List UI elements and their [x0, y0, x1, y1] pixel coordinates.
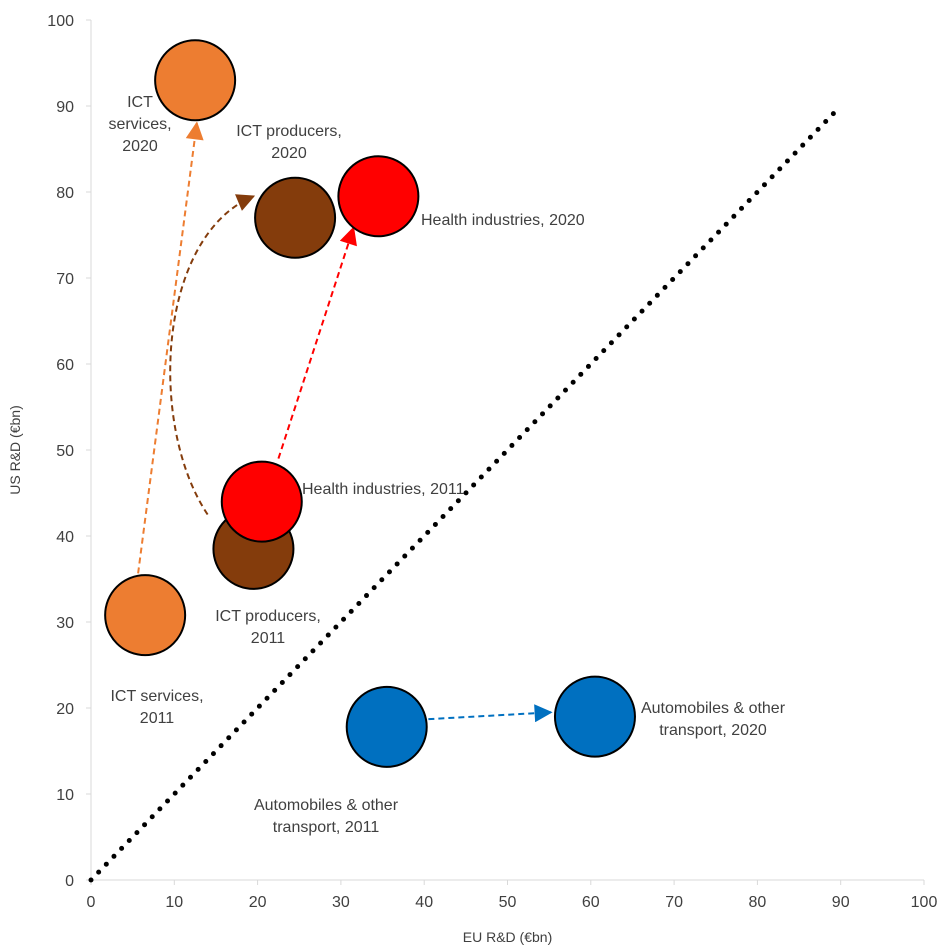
- data-point-label-line: 2011: [251, 630, 286, 647]
- data-point-label-line: transport, 2020: [659, 722, 767, 739]
- data-point-label: ICT services, 2011: [110, 688, 203, 727]
- x-tick-label: 50: [499, 894, 517, 911]
- data-point-label-line: transport, 2011: [273, 819, 380, 836]
- data-point-label: Automobiles & other transport, 2011: [254, 797, 399, 836]
- data-point-label: ICT producers, 2020: [236, 123, 342, 162]
- y-tick-label: 70: [56, 271, 74, 288]
- data-point-label-line: Automobiles & other: [641, 700, 786, 717]
- y-tick-label: 90: [56, 99, 74, 116]
- x-tick-label: 0: [87, 894, 96, 911]
- y-tick-label: 30: [56, 615, 74, 632]
- data-point-label-line: ICT: [127, 94, 153, 111]
- data-point: [345, 685, 428, 768]
- transition-arrow: [169, 194, 256, 516]
- data-point: [254, 176, 337, 259]
- data-point: [220, 460, 303, 543]
- x-tick-label: 90: [832, 894, 850, 911]
- x-tick-label: 80: [749, 894, 767, 911]
- x-tick-label: 40: [415, 894, 433, 911]
- y-tick-label: 40: [56, 529, 74, 546]
- data-point-label-line: ICT producers,: [236, 123, 342, 140]
- data-point-label-line: Health industries, 2020: [421, 212, 585, 229]
- x-tick-label: 70: [665, 894, 683, 911]
- x-axis-title: EU R&D (€bn): [463, 929, 552, 945]
- data-point: [104, 574, 187, 657]
- data-point-label-line: services,: [108, 116, 171, 133]
- y-tick-label: 20: [56, 701, 74, 718]
- data-point-label-line: ICT services,: [110, 688, 203, 705]
- data-point: [553, 675, 636, 758]
- y-tick-label: 80: [56, 185, 74, 202]
- point-layer: [104, 39, 636, 768]
- y-axis-title: US R&D (€bn): [7, 405, 23, 494]
- transition-arrow: [135, 121, 204, 584]
- x-tick-label: 10: [165, 894, 183, 911]
- data-point-label: ICT producers, 2011: [215, 608, 321, 647]
- data-point-label: Automobiles & other transport, 2020: [641, 700, 786, 739]
- data-point: [337, 155, 420, 238]
- diagonal-reference-line: [88, 103, 844, 883]
- data-point-label-line: 2011: [140, 710, 175, 727]
- x-tick-label: 20: [249, 894, 267, 911]
- y-tick-label: 60: [56, 357, 74, 374]
- axes: 0 10 20 30 40 50 60 70 80 90 100 0 10 20 30 40 50 60 70 80 9…: [47, 13, 937, 911]
- x-tick-label: 30: [332, 894, 350, 911]
- data-point-label-line: Health industries, 2011: [302, 481, 465, 498]
- data-point: [154, 39, 237, 122]
- transition-arrow: [428, 704, 553, 723]
- data-point-label: ICT services, 2020: [108, 94, 171, 155]
- reference-line-layer: [88, 103, 844, 883]
- y-tick-label: 0: [65, 873, 74, 890]
- x-tick-label: 100: [911, 894, 938, 911]
- arrow-layer: [135, 121, 553, 723]
- data-point-label: Health industries, 2011: [302, 481, 465, 498]
- transition-arrow: [277, 226, 357, 459]
- data-point-label-line: 2020: [271, 145, 307, 162]
- data-point-label-line: Automobiles & other: [254, 797, 399, 814]
- y-tick-label: 100: [47, 13, 74, 30]
- data-point-label-line: ICT producers,: [215, 608, 321, 625]
- y-tick-label: 50: [56, 443, 74, 460]
- y-tick-label: 10: [56, 787, 74, 804]
- data-point-label: Health industries, 2020: [421, 212, 585, 229]
- data-point-label-line: 2020: [122, 138, 158, 155]
- x-tick-label: 60: [582, 894, 600, 911]
